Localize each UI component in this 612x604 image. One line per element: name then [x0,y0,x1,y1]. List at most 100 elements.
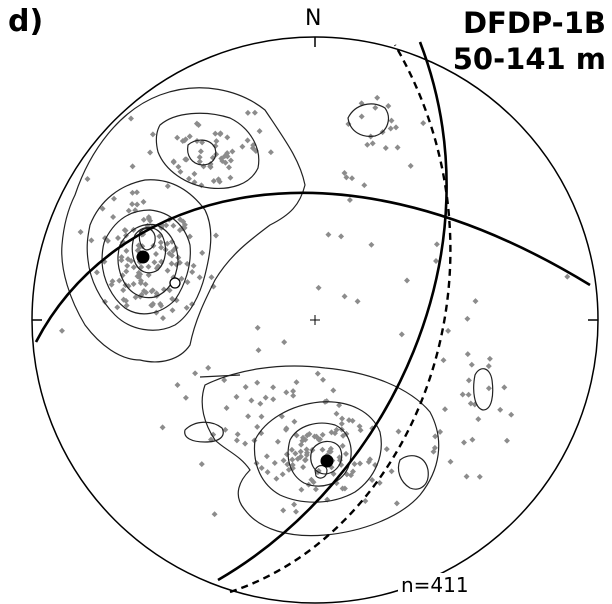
pole-point [129,189,136,196]
pole-point [270,396,277,403]
pole-point [388,468,395,475]
contour-ne-small [347,103,389,137]
pole-point [170,247,177,254]
pole-point [258,413,265,420]
pole-point [124,262,131,269]
pole-point [234,431,241,438]
pole-point [180,218,187,225]
pole-point [159,424,166,431]
pole-point [504,437,510,444]
pole-point [312,486,319,493]
pole-point [149,131,156,138]
pole-point [245,413,252,420]
contour-n-1 [155,112,260,190]
contour-sw-small [184,421,224,443]
contour-se-4 [310,440,343,475]
pole-point [323,398,330,405]
pole-point [407,162,414,169]
pole-point [248,397,255,404]
great-circle-2 [217,41,448,582]
pole-point [184,260,191,267]
pole-point [325,231,332,238]
north-label: N [305,6,322,31]
pole-point [369,477,376,483]
pole-point [182,136,189,143]
pole-point [354,298,361,305]
pole-point [134,201,141,208]
pole-point [140,216,147,223]
pole-point [59,327,65,334]
pole-point [196,158,203,165]
pole-point [77,229,84,235]
contour-w-line [199,374,241,378]
pole-point [186,133,193,140]
pole-point [213,138,220,145]
pole-point [271,460,278,466]
pole-point [211,511,218,518]
pole-point [183,304,190,311]
pole-point [445,327,452,334]
pole-point [372,104,379,111]
contour-se-5 [314,464,328,479]
pole-point [242,440,249,447]
pole-point [395,428,402,435]
pole-point [394,144,401,151]
pole-point [349,175,355,182]
pole-point [383,446,390,453]
pole-point [485,385,492,392]
pole-point [93,269,100,276]
pole-point [192,370,199,377]
pole-point [210,431,217,438]
great-circles [34,41,591,594]
pole-point [123,297,129,304]
pole-point [227,157,234,164]
pole-point [257,400,264,407]
pole-point [233,437,240,444]
pole-point [145,272,152,278]
mean-pole-nw [136,250,150,264]
pole-point [267,149,274,156]
pole-point [212,130,219,137]
pole-point [464,315,471,322]
pole-point [341,170,348,176]
pole-point [338,420,345,427]
pole-point [404,277,410,284]
pole-point [341,485,348,492]
pole-point [274,438,281,445]
pole-point [182,156,189,163]
pole-point [199,139,206,146]
pole-point [229,148,236,155]
pole-point [330,387,337,394]
pole-point [223,405,230,411]
pole-point [364,141,371,148]
pole-point [463,473,470,480]
pole-point [186,233,193,240]
pole-point [283,451,290,458]
pole-point [244,137,251,144]
pole-point [263,453,270,460]
contour-se-2 [253,401,382,503]
great-circle-3-dashed [229,44,452,594]
pole-point [291,418,298,425]
pole-point [328,429,335,436]
plot-subtitle: 50-141 m [452,42,606,76]
pole-point [339,415,346,422]
pole-point [343,450,349,457]
pole-point [174,382,181,388]
pole-point [163,222,170,229]
pole-point [224,150,231,157]
pole-point [264,469,271,476]
contour-se-3 [287,422,352,487]
pole-point [485,363,492,370]
pole-point [289,462,296,468]
pole-point [169,307,176,314]
pole-point [149,302,156,309]
pole-point [115,235,121,241]
pole-point [221,377,228,384]
pole-point [338,233,345,240]
pole-point [357,460,363,467]
pole-point [198,461,205,468]
pole-point [254,423,261,430]
pole-point [176,227,183,234]
pole-point [302,456,309,463]
